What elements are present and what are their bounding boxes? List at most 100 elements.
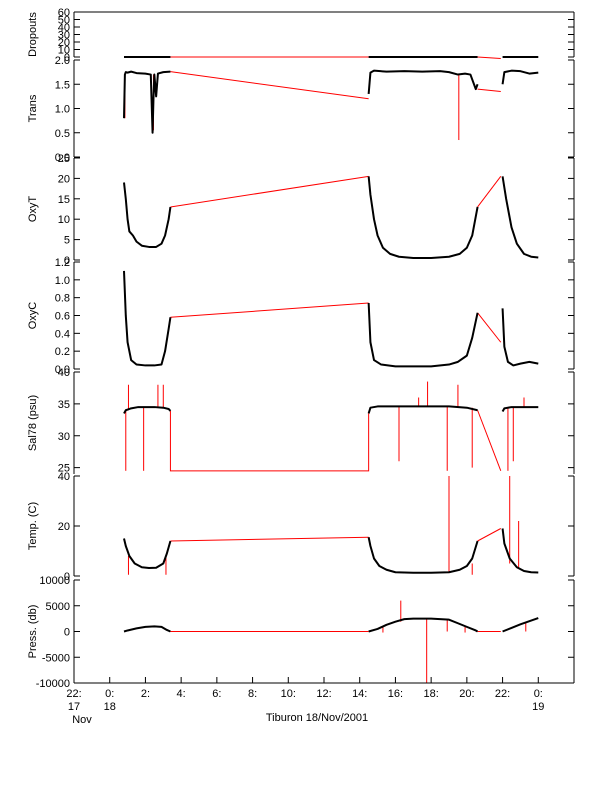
y-axis-label: OxyT	[27, 196, 39, 223]
x-tick-label: 6:	[212, 688, 221, 700]
data-series-line	[123, 70, 171, 134]
data-series-line	[123, 182, 172, 248]
x-tick-label: 22:	[66, 688, 81, 700]
y-tick-label: 20	[58, 37, 70, 49]
gap-connector	[477, 528, 502, 542]
gap-connector	[170, 71, 369, 100]
y-tick-label: 50	[58, 15, 70, 27]
y-tick-label: 25	[58, 153, 70, 165]
data-series-line	[368, 617, 479, 633]
x-axis-title: Tiburon 18/Nov/2001	[266, 712, 368, 724]
chart-panels: 0102030405060Dropouts0.00.51.01.52.0Tran…	[27, 7, 575, 690]
y-axis-label: OxyC	[27, 302, 39, 330]
data-series-line	[502, 617, 539, 633]
x-tick-label: 14:	[352, 688, 367, 700]
y-tick-label: 40	[58, 367, 70, 379]
data-series-line	[501, 176, 539, 259]
data-series-line	[123, 270, 172, 367]
x-tick-label: 8:	[248, 688, 257, 700]
x-tick-label: 18:	[423, 688, 438, 700]
y-tick-label: 10	[58, 45, 70, 57]
x-tick-label: 16:	[388, 688, 403, 700]
data-series-line	[367, 302, 479, 368]
y-tick-label: 0.0	[55, 152, 70, 164]
y-tick-label: -10000	[36, 678, 70, 690]
data-series-line	[123, 406, 172, 414]
x-tick-label: 20:	[459, 688, 474, 700]
data-series-line	[501, 308, 539, 367]
gap-connector	[477, 312, 502, 343]
y-tick-label: -5000	[42, 652, 70, 664]
y-tick-label: 10000	[39, 575, 70, 587]
y-axis-label: Dropouts	[27, 12, 39, 57]
panel-6: 0 20 40 Temp. (C)	[27, 471, 575, 583]
y-tick-label: 2.0	[55, 55, 70, 67]
y-tick-label: 1.0	[55, 275, 70, 287]
x-tick-label: 4:	[177, 688, 186, 700]
y-tick-label: 0.5	[55, 128, 70, 140]
gap-connector	[170, 302, 369, 318]
y-tick-label: 1.0	[55, 104, 70, 116]
gap-connector	[170, 175, 369, 208]
gap-connector	[477, 410, 502, 471]
data-series-line	[501, 406, 539, 413]
data-series-line	[367, 537, 479, 574]
y-tick-label: 5	[64, 235, 70, 247]
data-series-line	[367, 69, 479, 95]
data-series-line	[123, 625, 171, 633]
y-tick-label: 30	[58, 30, 70, 42]
x-tick-label: 22:	[495, 688, 510, 700]
y-tick-label: 0.8	[55, 293, 70, 305]
y-tick-label: 1.5	[55, 79, 70, 91]
gap-connector	[170, 536, 369, 542]
y-tick-label: 0.0	[55, 364, 70, 376]
y-tick-label: 40	[58, 471, 70, 483]
y-tick-label: 0.2	[55, 346, 70, 358]
y-tick-label: 40	[58, 22, 70, 34]
y-tick-label: 0.6	[55, 311, 70, 323]
x-tick-label: 10:	[281, 688, 296, 700]
y-axis-label: Sal78 (psu)	[27, 395, 39, 451]
gap-connector	[477, 56, 501, 59]
y-tick-label: 20	[58, 521, 70, 533]
y-axis-label: Press. (db)	[27, 605, 39, 659]
gap-connector	[477, 88, 501, 93]
y-tick-label: 0	[64, 627, 70, 639]
y-tick-label: 25	[58, 463, 70, 475]
x-tick-label: 0:	[105, 688, 114, 700]
y-tick-label: 0	[64, 571, 70, 583]
data-series-line	[501, 69, 539, 85]
panel-3: 0 5 10 15 20 25 OxyT	[27, 153, 575, 267]
y-tick-label: 15	[58, 194, 70, 206]
x-tick-label-date: 18	[104, 701, 116, 713]
panel-5: 25 30 35 40 Sal78 (psu)	[27, 367, 575, 475]
y-tick-label: 20	[58, 173, 70, 185]
y-tick-label: 30	[58, 431, 70, 443]
y-tick-label: 1.2	[55, 257, 70, 269]
data-series-line	[367, 176, 479, 259]
y-tick-label: 10	[58, 214, 70, 226]
data-series-line	[367, 405, 478, 414]
y-tick-label: 0	[64, 52, 70, 64]
x-tick-label: 2:	[141, 688, 150, 700]
x-tick-label: 0:	[534, 688, 543, 700]
panel-7: -10000 -5000 0 5000 10000 Press. (db)	[27, 575, 575, 690]
gap-connector	[169, 410, 370, 472]
panel-2: 0.0 0.5 1.0 1.5 2.0 Trans	[27, 55, 575, 164]
x-tick-label-date: 19	[532, 701, 544, 713]
x-tick-label-month: Nov	[72, 714, 92, 726]
data-series-line	[123, 538, 172, 569]
y-tick-label: 35	[58, 399, 70, 411]
panel-4: 0.0 0.2 0.4 0.6 0.8 1.0 1.2 OxyC	[27, 257, 575, 376]
y-tick-label: 5000	[46, 601, 70, 613]
y-tick-label: 0.4	[55, 328, 70, 340]
y-axis-label: Temp. (C)	[27, 502, 39, 550]
y-tick-label: 0	[64, 255, 70, 267]
x-tick-label: 12:	[316, 688, 331, 700]
y-tick-label: 60	[58, 7, 70, 19]
data-series-line	[501, 528, 539, 574]
gap-connector	[477, 176, 502, 208]
